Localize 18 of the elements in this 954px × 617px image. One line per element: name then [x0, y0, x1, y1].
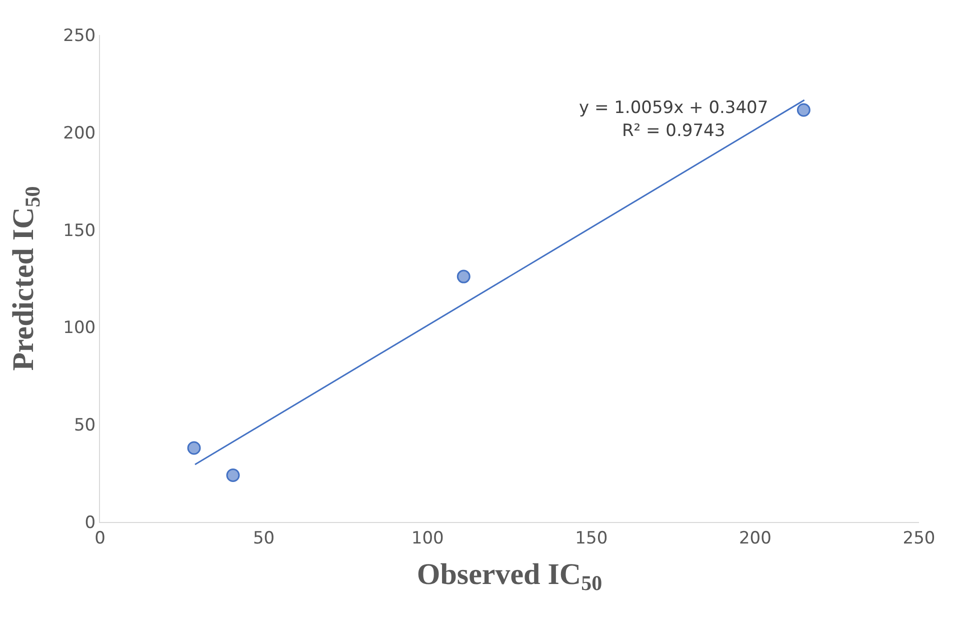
y-tick-label: 250: [63, 26, 96, 46]
point: [796, 103, 810, 117]
y-tick-label: 0: [84, 512, 96, 533]
x-axis-title: Observed IC$_{50}$: [416, 558, 602, 596]
annotation: y = 1.0059x + 0.3407: [579, 98, 768, 118]
x-tick-label: 200: [738, 528, 772, 548]
y-tick-label: 150: [63, 220, 96, 241]
annotation: R² = 0.9743: [622, 121, 726, 141]
x-tick-label: 250: [902, 528, 936, 548]
point: [456, 270, 470, 284]
y-tick-label: 200: [63, 123, 96, 144]
point: [226, 468, 240, 482]
y-tick-label: 100: [63, 318, 96, 338]
point: [187, 441, 201, 455]
x-tick-label: 100: [411, 528, 444, 548]
x-tick-label: 150: [575, 528, 608, 548]
x-tick-label: 50: [252, 528, 275, 548]
y-tick-label: 50: [74, 416, 96, 436]
